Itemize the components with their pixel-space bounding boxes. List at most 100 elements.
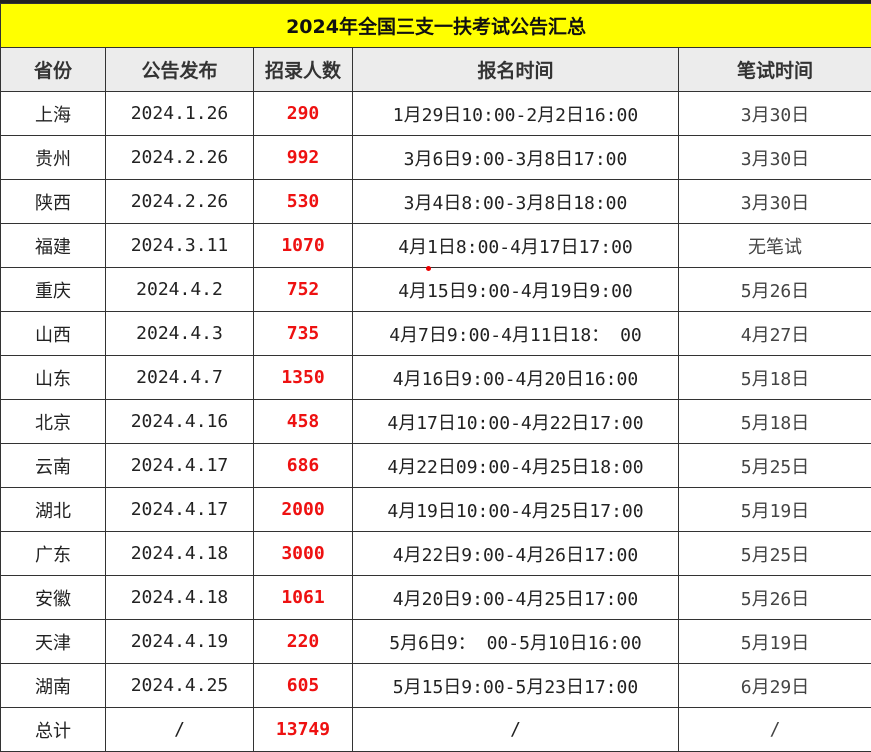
- province-cell: 上海: [1, 92, 106, 136]
- registration-time-cell: 4月17日10:00-4月22日17:00: [353, 400, 679, 444]
- registration-time-cell: 4月1日8:00-4月17日17:00: [353, 224, 679, 268]
- header-registration-time: 报名时间: [353, 48, 679, 92]
- exam-time-cell: 5月26日: [679, 268, 871, 312]
- exam-time-cell: 4月27日: [679, 312, 871, 356]
- exam-time-cell: 6月29日: [679, 664, 871, 708]
- exam-time-cell: 3月30日: [679, 92, 871, 136]
- recruit-count-cell: 1061: [254, 576, 353, 620]
- recruit-count-cell: 530: [254, 180, 353, 224]
- registration-time-cell: 3月4日8:00-3月8日18:00: [353, 180, 679, 224]
- announce-date-cell: 2024.1.26: [106, 92, 254, 136]
- announce-date-cell: 2024.4.3: [106, 312, 254, 356]
- announce-date-cell: 2024.4.16: [106, 400, 254, 444]
- exam-time-cell: 5月25日: [679, 444, 871, 488]
- province-cell: 陕西: [1, 180, 106, 224]
- registration-time-cell: 4月15日9:00-4月19日9:00: [353, 268, 679, 312]
- recruit-count-cell: 686: [254, 444, 353, 488]
- header-recruit-count: 招录人数: [254, 48, 353, 92]
- announce-date-cell: 2024.2.26: [106, 136, 254, 180]
- announce-date-cell: 2024.4.25: [106, 664, 254, 708]
- exam-time-cell: 3月30日: [679, 136, 871, 180]
- province-cell: 北京: [1, 400, 106, 444]
- province-cell: 湖南: [1, 664, 106, 708]
- recruit-count-cell: 735: [254, 312, 353, 356]
- registration-time-cell: 5月6日9： 00-5月10日16:00: [353, 620, 679, 664]
- announce-date-cell: 2024.4.17: [106, 444, 254, 488]
- announce-date-cell: 2024.4.19: [106, 620, 254, 664]
- province-cell: 广东: [1, 532, 106, 576]
- announce-date-cell: 2024.2.26: [106, 180, 254, 224]
- province-cell: 安徽: [1, 576, 106, 620]
- recruit-count-cell: 1070: [254, 224, 353, 268]
- announce-date-cell: 2024.3.11: [106, 224, 254, 268]
- recruit-count-cell: 290: [254, 92, 353, 136]
- exam-time-cell: 5月18日: [679, 356, 871, 400]
- registration-time-cell: 4月7日9:00-4月11日18： 00: [353, 312, 679, 356]
- header-announce-date: 公告发布: [106, 48, 254, 92]
- province-cell: 山西: [1, 312, 106, 356]
- exam-time-cell: 5月25日: [679, 532, 871, 576]
- province-cell: 福建: [1, 224, 106, 268]
- recruit-count-cell: 605: [254, 664, 353, 708]
- recruit-count-cell: 220: [254, 620, 353, 664]
- exam-time-cell: 5月19日: [679, 620, 871, 664]
- recruit-count-cell: 1350: [254, 356, 353, 400]
- announce-date-cell: 2024.4.18: [106, 532, 254, 576]
- announce-date-cell: /: [106, 708, 254, 752]
- registration-time-cell: 3月6日9:00-3月8日17:00: [353, 136, 679, 180]
- red-dot-mark: [426, 266, 431, 271]
- summary-table-container: 2024年全国三支一扶考试公告汇总 省份 公告发布 招录人数 报名时间 笔试时间…: [0, 3, 871, 752]
- recruit-count-cell: 2000: [254, 488, 353, 532]
- total-row: 总计/13749//: [1, 708, 871, 752]
- province-cell: 湖北: [1, 488, 106, 532]
- registration-time-cell: /: [353, 708, 679, 752]
- province-cell: 天津: [1, 620, 106, 664]
- announce-date-cell: 2024.4.2: [106, 268, 254, 312]
- table-title: 2024年全国三支一扶考试公告汇总: [1, 4, 871, 48]
- announce-date-cell: 2024.4.18: [106, 576, 254, 620]
- registration-time-cell: 4月22日09:00-4月25日18:00: [353, 444, 679, 488]
- province-cell: 云南: [1, 444, 106, 488]
- recruit-count-cell: 13749: [254, 708, 353, 752]
- registration-time-cell: 4月16日9:00-4月20日16:00: [353, 356, 679, 400]
- recruit-count-cell: 992: [254, 136, 353, 180]
- registration-time-cell: 1月29日10:00-2月2日16:00: [353, 92, 679, 136]
- province-cell: 贵州: [1, 136, 106, 180]
- exam-time-cell: 5月18日: [679, 400, 871, 444]
- header-row: 省份 公告发布 招录人数 报名时间 笔试时间: [1, 48, 871, 92]
- province-cell: 山东: [1, 356, 106, 400]
- recruit-count-cell: 752: [254, 268, 353, 312]
- exam-time-cell: 无笔试: [679, 224, 871, 268]
- summary-table: 2024年全国三支一扶考试公告汇总 省份 公告发布 招录人数 报名时间 笔试时间…: [0, 3, 871, 752]
- exam-time-cell: 5月26日: [679, 576, 871, 620]
- exam-time-cell: /: [679, 708, 871, 752]
- header-province: 省份: [1, 48, 106, 92]
- exam-time-cell: 3月30日: [679, 180, 871, 224]
- province-cell: 总计: [1, 708, 106, 752]
- province-cell: 重庆: [1, 268, 106, 312]
- registration-time-cell: 4月20日9:00-4月25日17:00: [353, 576, 679, 620]
- announce-date-cell: 2024.4.17: [106, 488, 254, 532]
- recruit-count-cell: 458: [254, 400, 353, 444]
- recruit-count-cell: 3000: [254, 532, 353, 576]
- exam-time-cell: 5月19日: [679, 488, 871, 532]
- registration-time-cell: 4月19日10:00-4月25日17:00: [353, 488, 679, 532]
- header-exam-time: 笔试时间: [679, 48, 871, 92]
- registration-time-cell: 4月22日9:00-4月26日17:00: [353, 532, 679, 576]
- registration-time-cell: 5月15日9:00-5月23日17:00: [353, 664, 679, 708]
- announce-date-cell: 2024.4.7: [106, 356, 254, 400]
